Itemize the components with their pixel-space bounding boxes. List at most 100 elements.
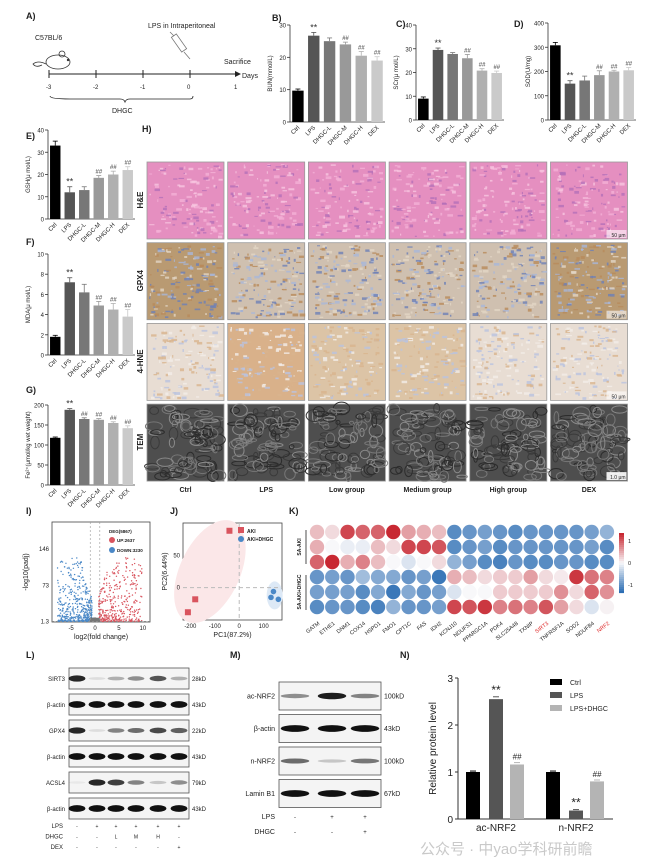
scale-bar-bg — [606, 310, 627, 319]
texture-mark — [249, 372, 252, 376]
texture-mark — [372, 252, 377, 254]
texture-mark — [364, 346, 371, 349]
bar-lps-dhgc — [510, 764, 524, 819]
texture-mark — [481, 353, 484, 357]
texture-mark — [555, 472, 567, 481]
texture-mark — [334, 267, 337, 270]
heatmap-dot-idh2 — [431, 599, 447, 615]
texture-mark — [584, 351, 587, 354]
texture-mark — [336, 263, 340, 266]
texture-mark — [249, 373, 253, 377]
texture-mark — [228, 469, 237, 480]
texture-mark — [457, 347, 462, 349]
protein-band — [68, 805, 86, 812]
texture-mark — [258, 360, 261, 364]
texture-mark — [501, 392, 507, 395]
protein-band — [280, 693, 310, 699]
texture-mark — [592, 207, 594, 211]
texture-mark — [333, 260, 336, 263]
protein-band — [68, 701, 86, 708]
texture-mark — [367, 177, 373, 180]
texture-mark — [285, 392, 287, 395]
texture-mark — [264, 179, 270, 182]
texture-mark — [317, 266, 322, 269]
texture-mark — [555, 393, 561, 396]
texture-mark — [162, 346, 167, 349]
texture-mark — [366, 341, 372, 343]
texture-mark — [460, 285, 466, 287]
texture-mark — [191, 270, 193, 272]
down-point — [78, 585, 80, 588]
texture-mark — [452, 352, 458, 355]
texture-mark — [210, 462, 217, 472]
texture-mark — [198, 367, 205, 369]
texture-mark — [355, 183, 362, 185]
texture-mark — [342, 229, 348, 232]
bar-dhgc-h — [608, 71, 620, 120]
texture-mark — [262, 352, 265, 354]
texture-mark — [486, 444, 506, 456]
texture-mark — [603, 203, 607, 205]
pca-point-aki — [226, 527, 233, 534]
texture-mark — [288, 444, 295, 450]
texture-mark — [353, 248, 360, 252]
texture-mark — [486, 229, 493, 231]
texture-mark — [298, 293, 305, 296]
texture-mark — [520, 276, 523, 280]
down-point — [82, 618, 84, 620]
texture-mark — [216, 315, 222, 318]
texture-mark — [186, 284, 192, 287]
texture-mark — [190, 295, 194, 299]
texture-mark — [450, 309, 454, 313]
up-point — [118, 614, 120, 617]
texture-mark — [590, 382, 596, 385]
down-point — [85, 591, 88, 593]
texture-mark — [501, 331, 506, 335]
texture-mark — [451, 349, 458, 352]
texture-mark — [503, 234, 507, 236]
texture-mark — [356, 370, 358, 374]
down-point — [87, 592, 89, 595]
texture-mark — [500, 263, 504, 266]
heatmap-dot-ndufb4 — [584, 524, 599, 540]
down-point — [72, 607, 74, 610]
texture-mark — [397, 343, 400, 346]
texture-mark — [269, 210, 275, 213]
texture-mark — [534, 356, 537, 358]
texture-mark — [315, 234, 321, 236]
texture-mark — [192, 333, 194, 337]
texture-mark — [154, 183, 159, 186]
texture-mark — [145, 464, 160, 473]
texture-mark — [405, 183, 410, 186]
texture-mark — [571, 227, 573, 230]
texture-mark — [507, 363, 513, 365]
texture-mark — [321, 302, 326, 305]
texture-mark — [534, 394, 540, 396]
texture-mark — [425, 346, 431, 350]
texture-mark — [167, 213, 172, 216]
syringe-icon — [169, 31, 191, 60]
texture-mark — [155, 338, 157, 340]
blot-row-actin: β-actin 43kD — [47, 797, 207, 820]
texture-mark — [401, 373, 405, 375]
condition-value: - — [76, 824, 78, 830]
texture-mark — [611, 180, 614, 183]
down-point — [91, 602, 93, 604]
texture-mark — [424, 379, 428, 382]
texture-mark — [165, 392, 169, 396]
texture-mark — [281, 200, 288, 203]
down-point — [73, 611, 75, 614]
up-point — [123, 610, 125, 613]
texture-mark — [317, 221, 321, 223]
texture-mark — [473, 274, 480, 278]
down-point — [58, 619, 60, 621]
texture-mark — [531, 471, 543, 481]
texture-mark — [261, 199, 265, 202]
texture-mark — [517, 248, 521, 251]
heatmap-dot-ppargc1a — [477, 569, 493, 585]
up-point — [117, 597, 119, 599]
texture-mark — [188, 363, 192, 366]
down-point — [65, 614, 68, 616]
texture-mark — [201, 388, 204, 391]
